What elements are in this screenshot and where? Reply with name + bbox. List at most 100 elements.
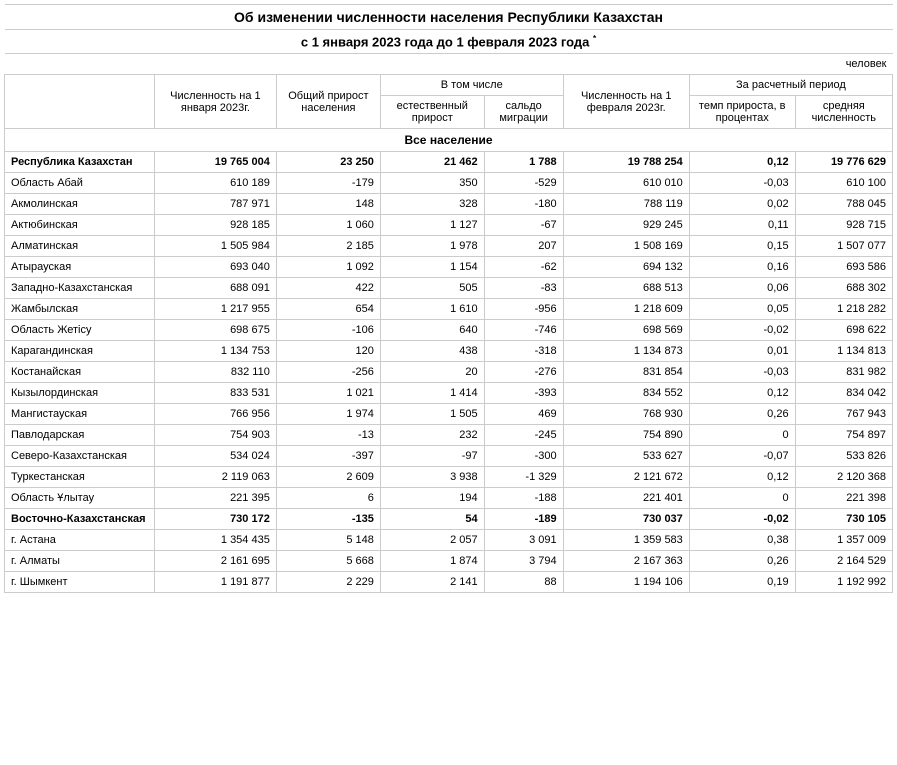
region-name: Карагандинская [5, 341, 155, 362]
pop-feb: 694 132 [563, 257, 689, 278]
migration: -1 329 [484, 467, 563, 488]
natural-growth: 2 057 [380, 530, 484, 551]
region-name: г. Астана [5, 530, 155, 551]
total-growth: 1 092 [276, 257, 380, 278]
total-growth: 1 060 [276, 215, 380, 236]
region-name: Алматинская [5, 236, 155, 257]
avg-pop: 688 302 [795, 278, 892, 299]
avg-pop: 698 622 [795, 320, 892, 341]
growth-rate: 0,16 [689, 257, 795, 278]
avg-pop: 2 164 529 [795, 551, 892, 572]
total-growth: 1 021 [276, 383, 380, 404]
pop-jan: 1 191 877 [155, 572, 277, 593]
region-name: Область Ұлытау [5, 488, 155, 509]
header-natural-growth: естественный прирост [380, 96, 484, 129]
growth-rate: 0,11 [689, 215, 795, 236]
natural-growth: 1 874 [380, 551, 484, 572]
table-row: Область Ұлытау221 3956194-188221 4010221… [5, 488, 893, 509]
growth-rate: 0,38 [689, 530, 795, 551]
natural-growth: 1 414 [380, 383, 484, 404]
table-row: Павлодарская754 903-13232-245754 8900754… [5, 425, 893, 446]
region-name: Область Жетісу [5, 320, 155, 341]
growth-rate: 0,05 [689, 299, 795, 320]
pop-jan: 19 765 004 [155, 152, 277, 173]
pop-feb: 1 134 873 [563, 341, 689, 362]
region-name: Кызылординская [5, 383, 155, 404]
growth-rate: -0,03 [689, 362, 795, 383]
pop-feb: 688 513 [563, 278, 689, 299]
migration: -83 [484, 278, 563, 299]
total-growth: -179 [276, 173, 380, 194]
growth-rate: 0 [689, 425, 795, 446]
total-growth: 5 148 [276, 530, 380, 551]
natural-growth: 232 [380, 425, 484, 446]
total-growth: 5 668 [276, 551, 380, 572]
growth-rate: 0,01 [689, 341, 795, 362]
total-growth: 2 229 [276, 572, 380, 593]
natural-growth: 21 462 [380, 152, 484, 173]
pop-feb: 1 359 583 [563, 530, 689, 551]
region-name: Северо-Казахстанская [5, 446, 155, 467]
region-name: Акмолинская [5, 194, 155, 215]
growth-rate: 0 [689, 488, 795, 509]
migration: -62 [484, 257, 563, 278]
table-row: г. Астана1 354 4355 1482 0573 0911 359 5… [5, 530, 893, 551]
growth-rate: -0,03 [689, 173, 795, 194]
table-row: Акмолинская787 971148328-180788 1190,027… [5, 194, 893, 215]
pop-feb: 2 121 672 [563, 467, 689, 488]
pop-jan: 730 172 [155, 509, 277, 530]
pop-jan: 787 971 [155, 194, 277, 215]
natural-growth: 1 610 [380, 299, 484, 320]
pop-feb: 533 627 [563, 446, 689, 467]
header-avg-pop: средняя численность [795, 96, 892, 129]
migration: 3 794 [484, 551, 563, 572]
pop-feb: 221 401 [563, 488, 689, 509]
growth-rate: -0,02 [689, 320, 795, 341]
table-row: Восточно-Казахстанская730 172-13554-1897… [5, 509, 893, 530]
header-pop-jan: Численность на 1 января 2023г. [155, 75, 277, 129]
header-growth-rate: темп прироста, в процентах [689, 96, 795, 129]
pop-feb: 730 037 [563, 509, 689, 530]
natural-growth: 1 154 [380, 257, 484, 278]
region-name: Туркестанская [5, 467, 155, 488]
pop-jan: 766 956 [155, 404, 277, 425]
total-growth: 1 974 [276, 404, 380, 425]
migration: 88 [484, 572, 563, 593]
pop-jan: 610 189 [155, 173, 277, 194]
avg-pop: 831 982 [795, 362, 892, 383]
avg-pop: 19 776 629 [795, 152, 892, 173]
pop-jan: 832 110 [155, 362, 277, 383]
pop-jan: 1 354 435 [155, 530, 277, 551]
natural-growth: 1 978 [380, 236, 484, 257]
table-row: Жамбылская1 217 9556541 610-9561 218 609… [5, 299, 893, 320]
natural-growth: 505 [380, 278, 484, 299]
migration: -188 [484, 488, 563, 509]
growth-rate: 0,26 [689, 551, 795, 572]
avg-pop: 788 045 [795, 194, 892, 215]
pop-feb: 788 119 [563, 194, 689, 215]
pop-jan: 698 675 [155, 320, 277, 341]
natural-growth: 54 [380, 509, 484, 530]
pop-jan: 1 217 955 [155, 299, 277, 320]
header-row-1: Численность на 1 января 2023г. Общий при… [5, 75, 893, 96]
migration: -276 [484, 362, 563, 383]
migration: -67 [484, 215, 563, 236]
pop-jan: 1 134 753 [155, 341, 277, 362]
region-name: Костанайская [5, 362, 155, 383]
unit-label: человек [5, 54, 893, 75]
avg-pop: 221 398 [795, 488, 892, 509]
region-name: Восточно-Казахстанская [5, 509, 155, 530]
migration: -189 [484, 509, 563, 530]
growth-rate: 0,06 [689, 278, 795, 299]
natural-growth: 194 [380, 488, 484, 509]
pop-feb: 19 788 254 [563, 152, 689, 173]
migration: 207 [484, 236, 563, 257]
region-name: Атырауская [5, 257, 155, 278]
migration: 3 091 [484, 530, 563, 551]
pop-feb: 1 194 106 [563, 572, 689, 593]
natural-growth: 350 [380, 173, 484, 194]
growth-rate: 0,12 [689, 152, 795, 173]
total-growth: 2 609 [276, 467, 380, 488]
table-row: Атырауская693 0401 0921 154-62694 1320,1… [5, 257, 893, 278]
pop-jan: 2 119 063 [155, 467, 277, 488]
